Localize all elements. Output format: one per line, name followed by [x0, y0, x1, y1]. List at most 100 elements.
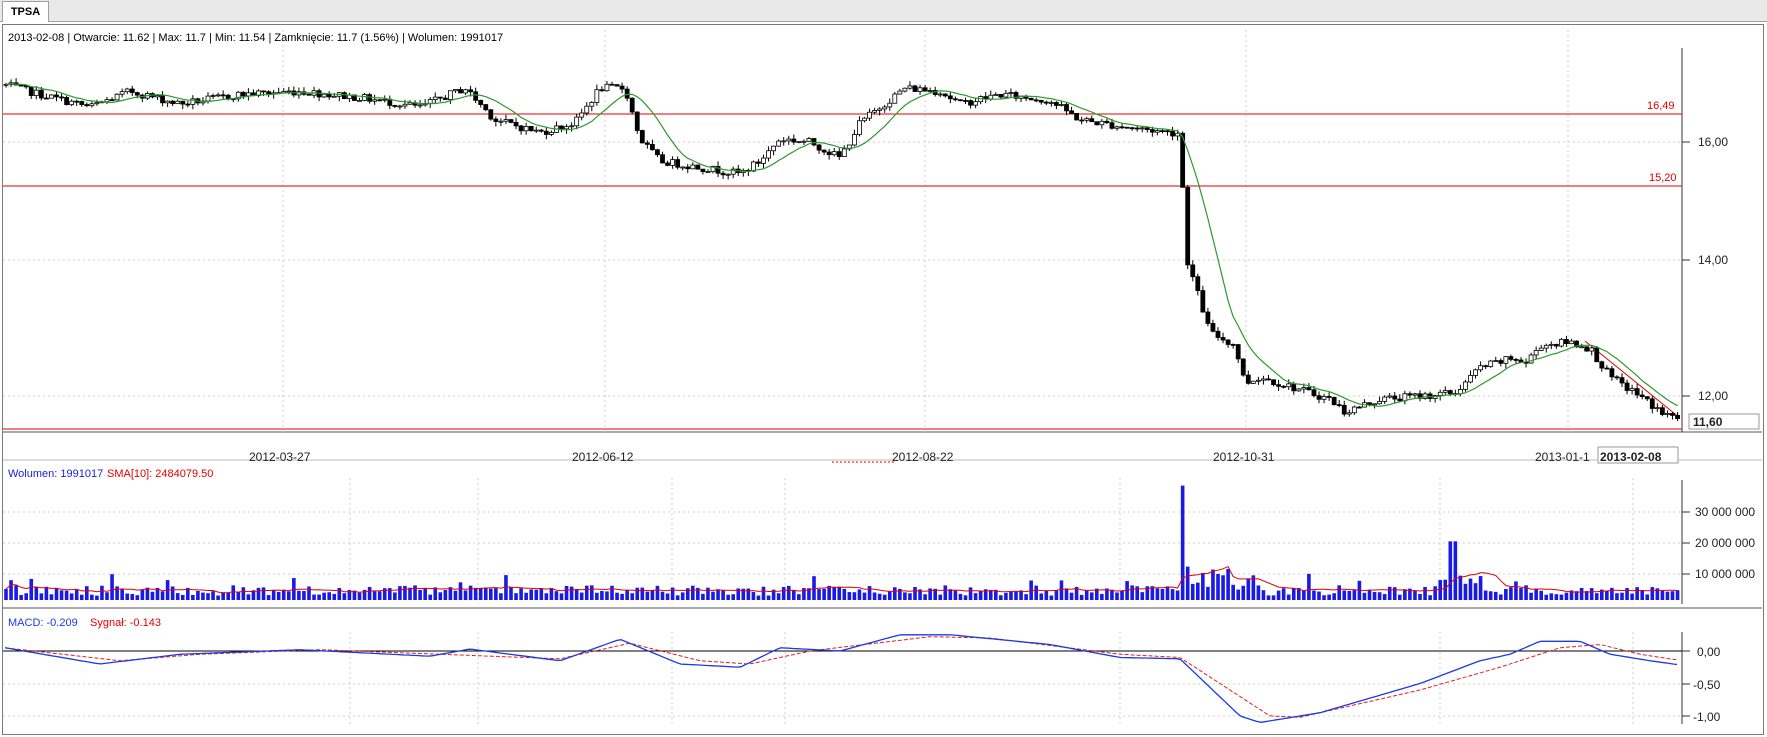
volume-bar	[1665, 591, 1670, 600]
volume-sma-legend-label: SMA[10]: 2484079.50	[107, 468, 213, 480]
candle	[892, 93, 898, 104]
volume-bar	[352, 590, 357, 600]
candle	[1437, 391, 1443, 396]
volume-bar	[1347, 590, 1352, 600]
candle	[1331, 396, 1337, 406]
volume-bar	[1468, 578, 1473, 600]
candle	[1124, 126, 1130, 129]
volume-bar	[19, 595, 23, 600]
candle	[543, 130, 549, 135]
volume-bar	[645, 591, 650, 600]
candle	[695, 164, 701, 170]
candle	[1564, 339, 1569, 345]
candle	[306, 93, 312, 96]
volume-bar	[1524, 585, 1528, 600]
volume-bar	[393, 592, 397, 600]
candle	[1059, 104, 1064, 106]
volume-bar	[978, 590, 983, 600]
candle	[756, 161, 761, 164]
candle	[1569, 340, 1574, 345]
candle	[685, 166, 691, 170]
candle	[1559, 339, 1564, 347]
current-price-box	[1688, 413, 1760, 430]
candle	[1013, 92, 1019, 99]
volume-bar	[590, 585, 594, 600]
candle	[973, 101, 978, 106]
volume-bar	[968, 587, 973, 600]
candle	[49, 94, 54, 99]
candle	[165, 100, 171, 104]
candle	[1483, 365, 1489, 368]
volume-bar	[893, 587, 897, 600]
candle	[1367, 402, 1372, 405]
volume-bar	[34, 587, 39, 600]
trend-line	[1584, 340, 1681, 419]
volume-bar	[1352, 590, 1357, 600]
volume-bar	[307, 586, 311, 600]
volume-bar	[317, 594, 321, 600]
candle	[1407, 393, 1413, 396]
candle	[796, 141, 802, 143]
volume-bar	[281, 589, 286, 600]
volume-bar	[1312, 590, 1316, 600]
candle	[589, 102, 595, 107]
candle	[392, 105, 398, 107]
candle	[528, 125, 534, 132]
tab-tpsa[interactable]: TPSA	[2, 1, 49, 22]
candle	[1498, 360, 1504, 364]
volume-bar	[771, 589, 776, 600]
volume-bar	[928, 588, 932, 600]
volume-bar	[781, 587, 786, 600]
candle	[1256, 379, 1261, 382]
candle	[801, 140, 807, 143]
volume-bar	[90, 594, 94, 600]
candle	[1008, 92, 1014, 94]
candle	[215, 94, 221, 97]
candle	[766, 150, 771, 159]
candle	[397, 105, 403, 108]
candle	[1235, 344, 1241, 360]
candle	[417, 104, 423, 107]
volume-bar	[1256, 585, 1261, 600]
volume-bar	[438, 592, 443, 600]
candle	[1584, 346, 1590, 352]
volume-bar	[913, 586, 917, 600]
candle	[129, 88, 135, 93]
candle	[1195, 276, 1201, 291]
candle	[887, 102, 893, 108]
candle	[953, 98, 958, 101]
candle	[680, 166, 686, 169]
volume-bar	[271, 589, 276, 600]
volume-bar	[337, 587, 342, 600]
volume-bar	[175, 593, 180, 600]
volume-bar	[958, 593, 963, 600]
candle	[367, 94, 373, 102]
candle	[1665, 412, 1670, 415]
date-tick: 2012-03-27	[249, 450, 311, 464]
candle	[998, 94, 1004, 98]
candle	[644, 142, 650, 145]
candle	[1447, 390, 1453, 394]
volume-bar	[44, 586, 49, 600]
volume-bar	[761, 586, 766, 600]
candle	[220, 94, 226, 97]
volume-bar	[398, 586, 402, 600]
volume-bar	[1423, 586, 1427, 600]
volume-bar	[1190, 583, 1195, 600]
volume-bar	[943, 585, 948, 600]
volume-bar	[79, 594, 84, 600]
volume-bar	[721, 590, 725, 600]
volume-bar	[499, 593, 503, 600]
candle	[1473, 369, 1478, 376]
volume-bar	[69, 593, 74, 600]
volume-bar	[1382, 593, 1387, 600]
candle	[402, 103, 408, 107]
volume-bar	[1039, 593, 1044, 600]
volume-bar	[887, 591, 892, 600]
candle	[296, 91, 302, 96]
volume-bar	[994, 589, 998, 600]
volume-bar	[569, 586, 574, 600]
macd-line	[4, 634, 1678, 723]
volume-bar	[1600, 589, 1604, 600]
